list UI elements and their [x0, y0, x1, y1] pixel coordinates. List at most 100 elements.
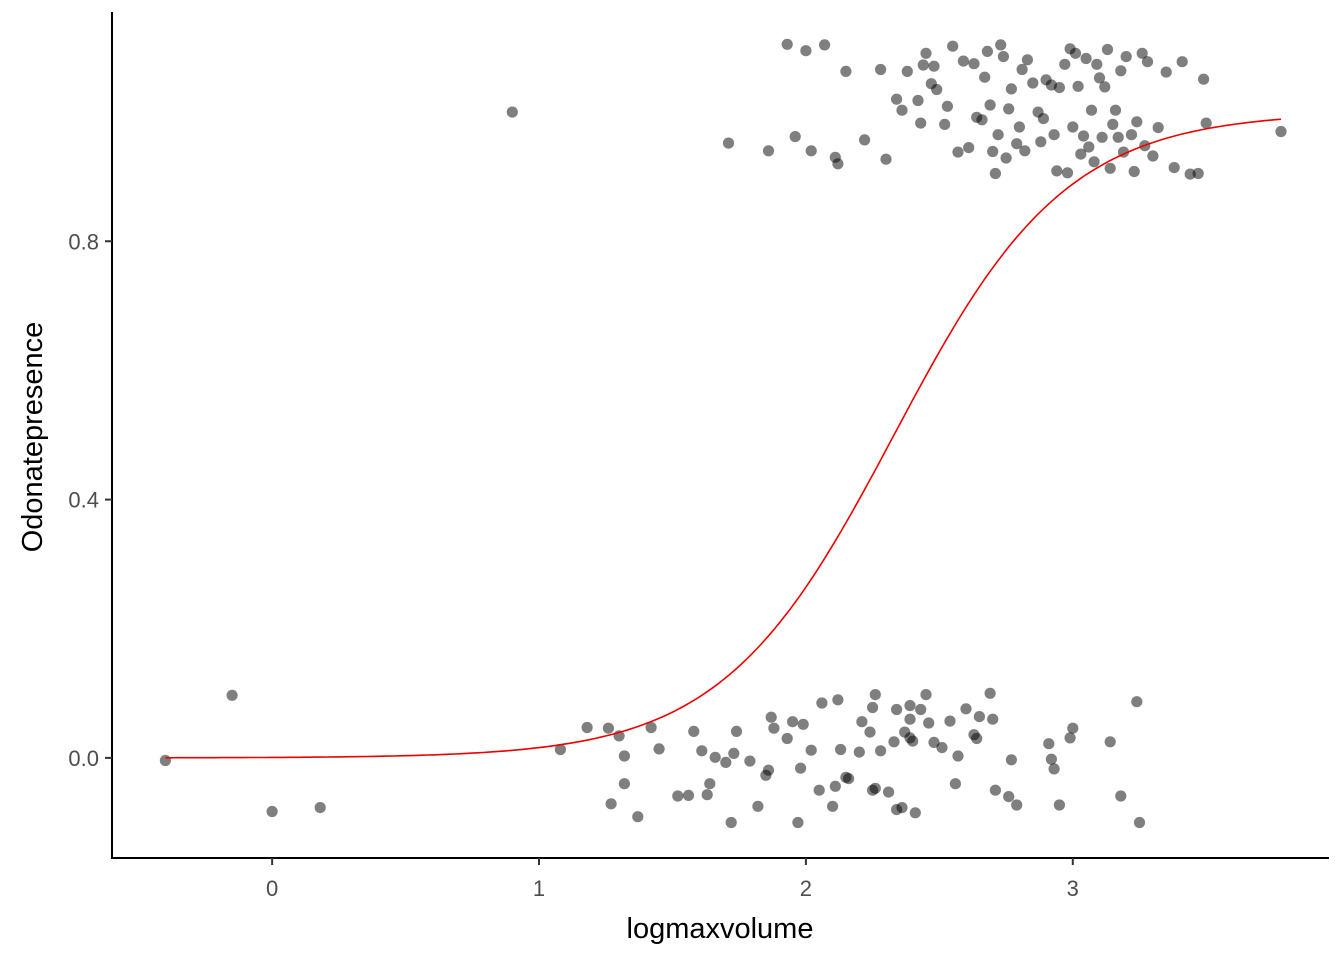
data-point: [1275, 125, 1287, 138]
data-point: [920, 47, 932, 59]
data-point: [968, 58, 980, 70]
data-point: [1016, 63, 1028, 76]
data-point: [1053, 82, 1065, 94]
data-point: [1005, 754, 1018, 766]
data-point: [949, 778, 962, 790]
data-point: [912, 94, 924, 107]
data-point: [1120, 51, 1132, 63]
data-point: [1107, 118, 1119, 130]
data-point: [1131, 116, 1143, 128]
data-point: [909, 807, 921, 819]
data-point: [1067, 722, 1079, 734]
data-point: [581, 721, 593, 734]
data-point: [725, 816, 737, 829]
data-point: [1168, 162, 1180, 174]
data-point: [781, 38, 793, 50]
data-point: [957, 55, 970, 67]
data-point: [1136, 47, 1148, 59]
data-point: [819, 39, 831, 51]
data-point: [314, 802, 326, 814]
data-point: [1019, 145, 1031, 157]
data-point: [827, 800, 839, 812]
data-point: [853, 746, 865, 758]
data-point: [795, 762, 807, 774]
x-tick-label: 3: [1067, 876, 1079, 901]
data-point: [1152, 122, 1164, 134]
data-point: [1115, 790, 1127, 802]
data-point: [1125, 129, 1138, 141]
data-point: [1027, 77, 1039, 89]
data-point: [159, 754, 171, 767]
data-point: [1184, 168, 1196, 180]
data-point: [941, 100, 954, 112]
data-point: [1011, 799, 1023, 811]
data-point: [880, 153, 892, 165]
data-point: [944, 715, 956, 727]
data-point: [792, 816, 804, 829]
data-point: [1043, 738, 1055, 750]
data-point: [891, 93, 903, 105]
data-point: [1198, 73, 1210, 85]
data-point: [984, 99, 996, 111]
data-point: [928, 60, 940, 72]
data-point: [1141, 56, 1154, 68]
data-point: [1021, 54, 1033, 66]
data-point: [971, 732, 983, 745]
data-point: [997, 51, 1010, 63]
data-point: [835, 743, 847, 756]
data-point: [688, 725, 700, 738]
data-point: [923, 717, 935, 729]
data-point: [976, 114, 988, 126]
data-point: [979, 71, 991, 83]
data-points: [159, 38, 1287, 829]
data-point: [888, 736, 900, 748]
data-point: [765, 711, 777, 723]
data-point: [904, 700, 916, 712]
data-point: [928, 736, 940, 749]
data-point: [869, 689, 881, 701]
data-point: [1131, 696, 1143, 708]
data-point: [1091, 58, 1103, 70]
data-point: [864, 726, 876, 738]
data-point: [762, 145, 775, 157]
data-point: [762, 764, 775, 776]
data-point: [875, 63, 887, 76]
axis-ticks: 0 1 2 3 0.0 0.4 0.8: [68, 229, 1079, 901]
data-point: [226, 689, 238, 701]
data-point: [1005, 83, 1018, 95]
data-point: [987, 713, 999, 725]
data-point: [939, 118, 951, 130]
y-tick-label: 0.8: [68, 229, 99, 254]
data-point: [989, 784, 1002, 796]
data-point: [1048, 763, 1060, 775]
data-point: [1099, 81, 1111, 93]
y-tick-label: 0.0: [68, 746, 99, 771]
data-point: [1053, 799, 1065, 811]
data-point: [963, 142, 975, 154]
data-point: [952, 146, 964, 158]
data-point: [992, 129, 1004, 141]
data-point: [1128, 165, 1140, 178]
data-point: [1000, 152, 1012, 164]
data-point: [931, 83, 943, 96]
data-point: [1192, 167, 1204, 180]
data-point: [1059, 58, 1071, 70]
data-point: [752, 800, 764, 812]
y-tick-label: 0.4: [68, 488, 99, 513]
data-point: [1104, 162, 1116, 174]
y-axis-title: Odonatepresence: [17, 322, 49, 553]
data-point: [605, 798, 617, 810]
x-tick-label: 0: [266, 876, 278, 901]
data-point: [1048, 129, 1060, 141]
data-point: [645, 721, 657, 734]
data-point: [506, 106, 518, 118]
data-point: [789, 131, 801, 143]
data-point: [1064, 732, 1076, 744]
data-point: [805, 145, 817, 157]
data-point: [867, 701, 879, 714]
data-point: [984, 687, 996, 699]
data-point: [829, 780, 841, 792]
data-point: [1160, 66, 1172, 78]
data-point: [1069, 47, 1082, 59]
